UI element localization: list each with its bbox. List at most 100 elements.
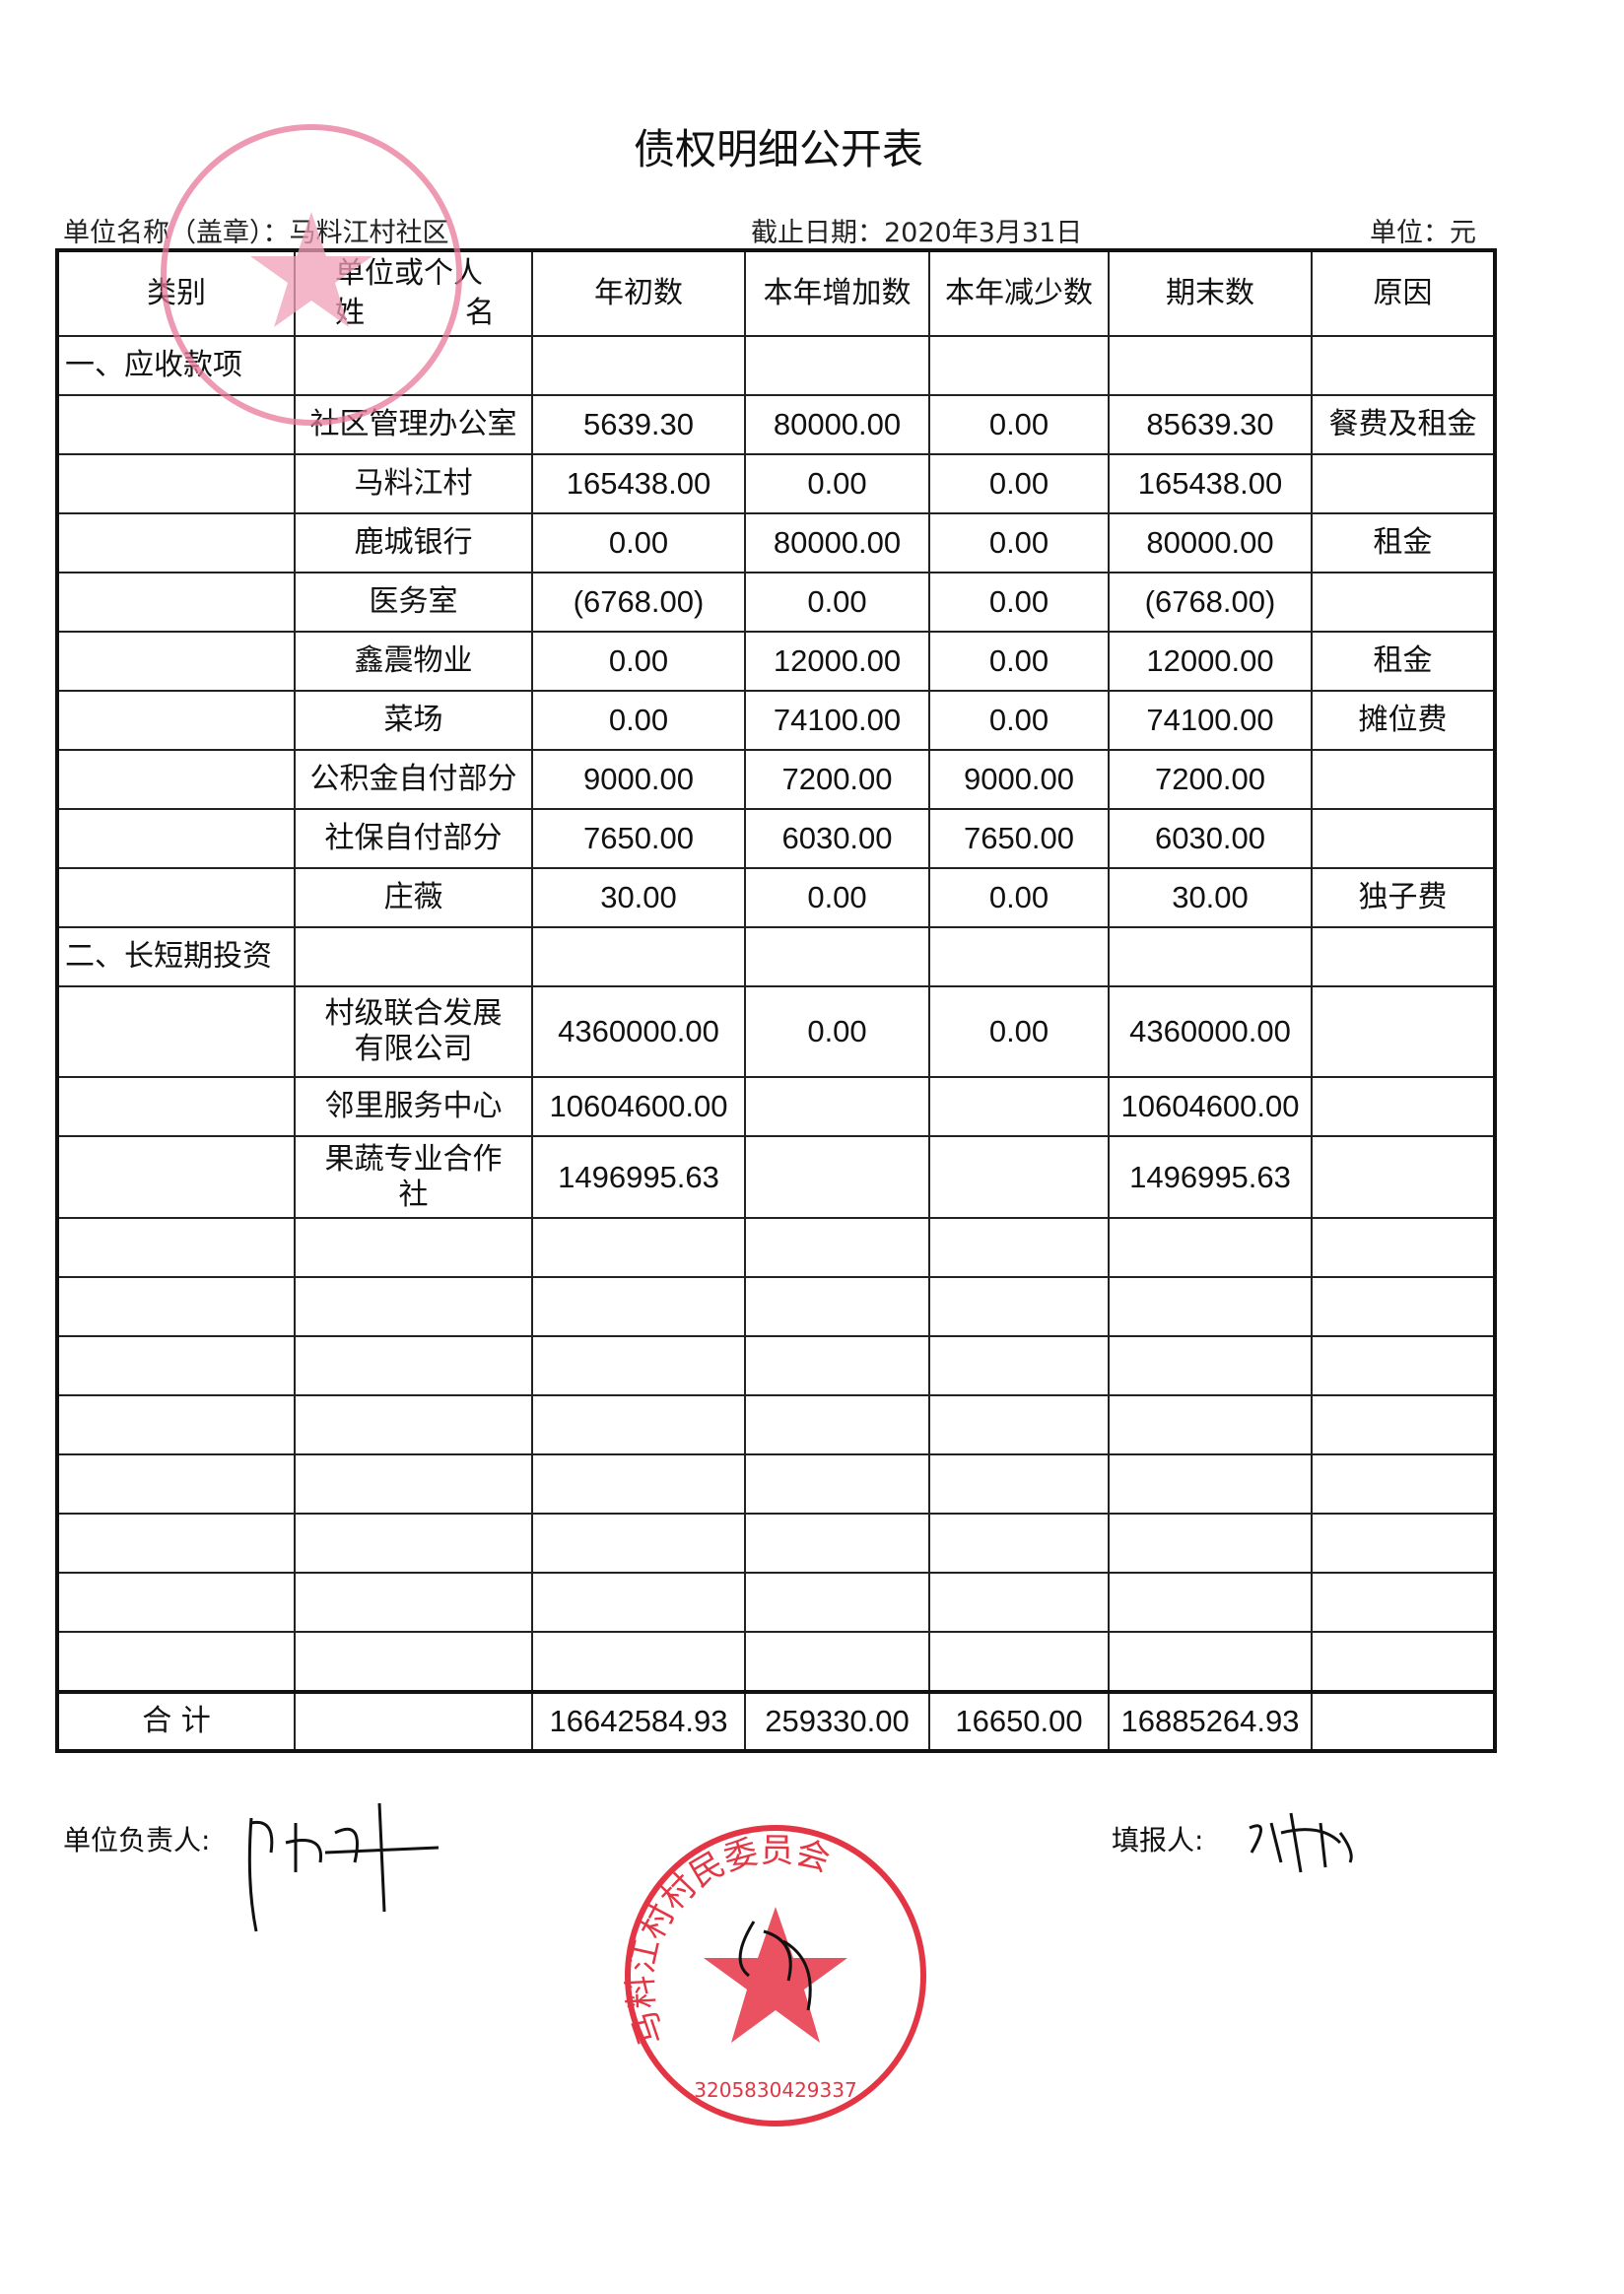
empty-cell xyxy=(1108,1335,1313,1396)
empty-cell xyxy=(294,335,533,396)
document-title: 债权明细公开表 xyxy=(633,125,923,173)
reason-cell: 独子费 xyxy=(1311,867,1496,928)
end-cell: 10604600.00 xyxy=(1108,1076,1313,1137)
category-cell xyxy=(56,690,296,751)
empty-cell xyxy=(928,1572,1110,1633)
empty-cell xyxy=(1108,1513,1313,1574)
empty-cell xyxy=(1311,1453,1496,1515)
empty-cell xyxy=(1311,1217,1496,1278)
reason-cell xyxy=(1311,749,1496,810)
empty-cell xyxy=(1311,1572,1496,1633)
empty-cell xyxy=(294,1453,533,1515)
increase-cell: 74100.00 xyxy=(744,690,930,751)
empty-row xyxy=(56,1276,1496,1337)
empty-cell xyxy=(1108,1394,1313,1455)
name-cell: 庄薇 xyxy=(294,867,533,928)
reason-cell xyxy=(1311,453,1496,514)
category-cell xyxy=(56,808,296,869)
empty-row xyxy=(56,1394,1496,1455)
increase-cell: 80000.00 xyxy=(744,394,930,455)
increase-cell: 12000.00 xyxy=(744,631,930,692)
category-cell xyxy=(56,631,296,692)
table-row: 庄薇 30.00 0.00 0.00 30.00 独子费 xyxy=(56,867,1496,928)
header-category: 类别 xyxy=(56,249,296,337)
total-end: 16885264.93 xyxy=(1108,1690,1313,1752)
increase-cell: 80000.00 xyxy=(744,512,930,574)
cutoff-date: 截止日期：2020年3月31日 xyxy=(751,218,1083,248)
end-cell: (6768.00) xyxy=(1108,572,1313,633)
begin-cell: 7650.00 xyxy=(531,808,746,869)
empty-cell xyxy=(294,1572,533,1633)
end-cell: 80000.00 xyxy=(1108,512,1313,574)
filler-signature xyxy=(1249,1812,1353,1873)
empty-cell xyxy=(56,1394,296,1455)
empty-cell xyxy=(294,1513,533,1574)
table-row: 公积金自付部分 9000.00 7200.00 9000.00 7200.00 xyxy=(56,749,1496,810)
empty-cell xyxy=(744,1513,930,1574)
empty-row xyxy=(56,1335,1496,1396)
empty-cell xyxy=(744,335,930,396)
empty-cell xyxy=(531,1631,746,1693)
reason-cell xyxy=(1311,808,1496,869)
empty-cell xyxy=(56,1217,296,1278)
empty-cell xyxy=(1311,1335,1496,1396)
empty-cell xyxy=(531,1513,746,1574)
empty-cell xyxy=(744,1276,930,1337)
empty-row xyxy=(56,1572,1496,1633)
end-cell: 85639.30 xyxy=(1108,394,1313,455)
section-category: 一、应收款项 xyxy=(56,335,296,396)
increase-cell: 0.00 xyxy=(744,572,930,633)
decrease-cell: 0.00 xyxy=(928,985,1110,1078)
name-cell: 鑫震物业 xyxy=(294,631,533,692)
empty-cell xyxy=(531,1276,746,1337)
decrease-cell: 0.00 xyxy=(928,690,1110,751)
bottom-stamp: 马料江村村民委员会 3205830429337 xyxy=(621,1825,926,2126)
reason-cell: 租金 xyxy=(1311,631,1496,692)
section-row: 二、长短期投资 xyxy=(56,926,1496,987)
total-row: 合 计 16642584.93 259330.00 16650.00 16885264.… xyxy=(56,1690,1496,1752)
empty-cell xyxy=(531,1217,746,1278)
empty-cell xyxy=(531,1335,746,1396)
empty-cell xyxy=(1311,1690,1496,1752)
currency-unit: 单位：元 xyxy=(1370,218,1476,248)
reason-cell xyxy=(1311,1076,1496,1137)
begin-cell: 0.00 xyxy=(531,631,746,692)
decrease-cell: 9000.00 xyxy=(928,749,1110,810)
decrease-cell: 0.00 xyxy=(928,631,1110,692)
header-end: 期末数 xyxy=(1108,249,1313,337)
table-row: 邻里服务中心 10604600.00 10604600.00 xyxy=(56,1076,1496,1137)
empty-cell xyxy=(744,1217,930,1278)
category-cell xyxy=(56,749,296,810)
name-cell: 菜场 xyxy=(294,690,533,751)
bottom-stamp-signature xyxy=(738,1921,812,2011)
begin-cell: 10604600.00 xyxy=(531,1076,746,1137)
table-row: 鑫震物业 0.00 12000.00 0.00 12000.00 租金 xyxy=(56,631,1496,692)
increase-cell: 0.00 xyxy=(744,453,930,514)
end-cell: 165438.00 xyxy=(1108,453,1313,514)
begin-cell: 30.00 xyxy=(531,867,746,928)
empty-cell xyxy=(928,1394,1110,1455)
name-cell: 社区管理办公室 xyxy=(294,394,533,455)
decrease-cell: 0.00 xyxy=(928,867,1110,928)
table-row: 鹿城银行 0.00 80000.00 0.00 80000.00 租金 xyxy=(56,512,1496,574)
reason-cell: 租金 xyxy=(1311,512,1496,574)
header-increase: 本年增加数 xyxy=(744,249,930,337)
bottom-stamp-number: 3205830429337 xyxy=(694,2078,856,2102)
reason-cell: 餐费及租金 xyxy=(1311,394,1496,455)
empty-row xyxy=(56,1631,1496,1693)
end-cell: 4360000.00 xyxy=(1108,985,1313,1078)
header-name-surname: 姓 xyxy=(335,296,365,330)
empty-cell xyxy=(744,1453,930,1515)
header-name-given: 名 xyxy=(465,296,495,330)
table-row: 社保自付部分 7650.00 6030.00 7650.00 6030.00 xyxy=(56,808,1496,869)
reason-cell xyxy=(1311,572,1496,633)
decrease-cell: 7650.00 xyxy=(928,808,1110,869)
increase-cell: 7200.00 xyxy=(744,749,930,810)
header-name: 单位或个人 姓 名 xyxy=(294,249,533,337)
total-increase: 259330.00 xyxy=(744,1690,930,1752)
table-row: 社区管理办公室 5639.30 80000.00 0.00 85639.30 餐费及租金 xyxy=(56,394,1496,455)
empty-row xyxy=(56,1453,1496,1515)
header-row: 类别 单位或个人 姓 名 年初数 本年增加数 本年减少数 期末数 原因 xyxy=(56,249,1496,337)
begin-cell: 0.00 xyxy=(531,690,746,751)
header-begin: 年初数 xyxy=(531,249,746,337)
